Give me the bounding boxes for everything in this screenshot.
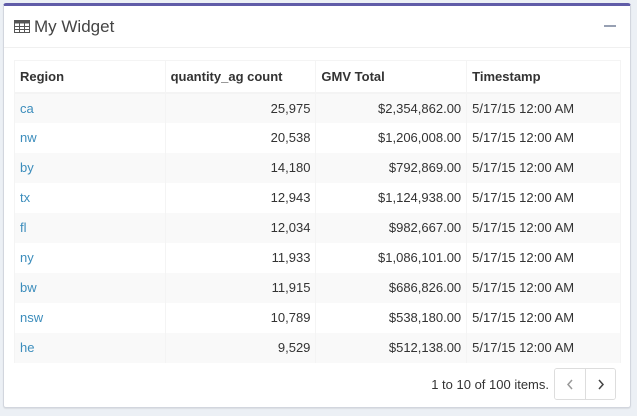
cell-timestamp: 5/17/15 12:00 AM	[466, 182, 621, 213]
cell-region: tx	[14, 182, 166, 213]
pagination-buttons	[554, 368, 616, 400]
cell-timestamp: 5/17/15 12:00 AM	[466, 212, 621, 243]
region-link[interactable]: bw	[20, 280, 37, 295]
chevron-left-icon	[566, 379, 573, 389]
cell-gmv-total: $1,206,008.00	[315, 122, 468, 153]
table-row: nsw 10,789 $538,180.00 5/17/15 12:00 AM	[14, 302, 621, 333]
widget-panel: My Widget Region quantity_ag count GMV T…	[3, 3, 631, 408]
table-row: he 9,529 $512,138.00 5/17/15 12:00 AM	[14, 332, 621, 363]
cell-quantity-count: 12,943	[164, 182, 317, 213]
cell-region: ny	[14, 242, 166, 273]
prev-page-button[interactable]	[555, 369, 585, 399]
data-table: Region quantity_ag count GMV Total Times…	[14, 60, 621, 363]
column-header-gmv-total[interactable]: GMV Total	[315, 60, 468, 94]
cell-timestamp: 5/17/15 12:00 AM	[466, 122, 621, 153]
cell-gmv-total: $1,124,938.00	[315, 182, 468, 213]
table-row: fl 12,034 $982,667.00 5/17/15 12:00 AM	[14, 212, 621, 243]
cell-region: he	[14, 332, 166, 363]
cell-gmv-total: $2,354,862.00	[315, 92, 468, 123]
cell-quantity-count: 14,180	[164, 152, 317, 183]
region-link[interactable]: tx	[20, 190, 31, 205]
cell-quantity-count: 12,034	[164, 212, 317, 243]
region-link[interactable]: ca	[20, 100, 34, 116]
pagination-info: 1 to 10 of 100 items.	[431, 376, 549, 392]
table-row: ny 11,933 $1,086,101.00 5/17/15 12:00 AM	[14, 242, 621, 273]
cell-region: fl	[14, 212, 166, 243]
cell-region: nsw	[14, 302, 166, 333]
cell-gmv-total: $538,180.00	[315, 302, 468, 333]
column-header-quantity-count[interactable]: quantity_ag count	[164, 60, 317, 94]
cell-quantity-count: 25,975	[164, 92, 317, 123]
cell-timestamp: 5/17/15 12:00 AM	[466, 152, 621, 183]
cell-timestamp: 5/17/15 12:00 AM	[466, 242, 621, 273]
pagination: 1 to 10 of 100 items.	[431, 368, 616, 400]
table-row: by 14,180 $792,869.00 5/17/15 12:00 AM	[14, 152, 621, 183]
table-row: nw 20,538 $1,206,008.00 5/17/15 12:00 AM	[14, 122, 621, 153]
table-row: tx 12,943 $1,124,938.00 5/17/15 12:00 AM	[14, 182, 621, 213]
chevron-right-icon	[597, 379, 604, 389]
table-header-row: Region quantity_ag count GMV Total Times…	[14, 60, 621, 94]
column-header-timestamp[interactable]: Timestamp	[466, 60, 621, 94]
cell-gmv-total: $1,086,101.00	[315, 242, 468, 273]
cell-quantity-count: 20,538	[164, 122, 317, 153]
column-header-region[interactable]: Region	[14, 60, 166, 94]
table-body: ca 25,975 $2,354,862.00 5/17/15 12:00 AM nw 2…	[14, 92, 621, 363]
table-icon	[14, 20, 30, 33]
cell-timestamp: 5/17/15 12:00 AM	[466, 332, 621, 363]
cell-region: nw	[14, 122, 166, 153]
cell-gmv-total: $982,667.00	[315, 212, 468, 243]
cell-quantity-count: 11,915	[164, 272, 317, 303]
region-link[interactable]: fl	[20, 220, 27, 235]
cell-quantity-count: 10,789	[164, 302, 317, 333]
cell-region: bw	[14, 272, 166, 303]
region-link[interactable]: by	[20, 160, 34, 175]
cell-gmv-total: $512,138.00	[315, 332, 468, 363]
region-link[interactable]: ny	[20, 250, 34, 265]
region-link[interactable]: nsw	[20, 310, 44, 325]
cell-gmv-total: $792,869.00	[315, 152, 468, 183]
cell-timestamp: 5/17/15 12:00 AM	[466, 302, 621, 333]
region-link[interactable]: nw	[20, 130, 37, 145]
region-link[interactable]: he	[20, 340, 35, 355]
table-row: bw 11,915 $686,826.00 5/17/15 12:00 AM	[14, 272, 621, 303]
data-table-container: Region quantity_ag count GMV Total Times…	[14, 60, 621, 363]
cell-region: ca	[14, 92, 166, 123]
cell-quantity-count: 9,529	[164, 332, 317, 363]
cell-gmv-total: $686,826.00	[315, 272, 468, 303]
cell-timestamp: 5/17/15 12:00 AM	[466, 272, 621, 303]
cell-region: by	[14, 152, 166, 183]
widget-title: My Widget	[34, 17, 115, 36]
minus-icon[interactable]	[604, 25, 616, 27]
cell-timestamp: 5/17/15 12:00 AM	[466, 92, 621, 123]
next-page-button[interactable]	[585, 369, 615, 399]
table-row: ca 25,975 $2,354,862.00 5/17/15 12:00 AM	[14, 92, 621, 123]
widget-header: My Widget	[4, 6, 630, 48]
cell-quantity-count: 11,933	[164, 242, 317, 273]
